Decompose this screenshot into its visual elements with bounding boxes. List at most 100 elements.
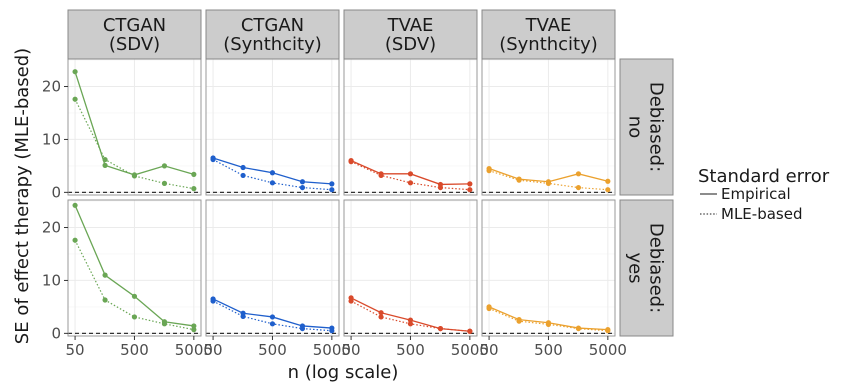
data-point-empirical: [240, 310, 246, 316]
column-strip-label-line: (Synthcity): [223, 34, 322, 55]
data-point-mle-based: [575, 184, 582, 191]
legend-label: Empirical: [721, 185, 791, 203]
data-point-empirical: [516, 316, 522, 323]
data-point-empirical: [161, 163, 168, 169]
data-point-empirical: [269, 170, 276, 176]
column-strip-label: TVAE (SDV): [385, 15, 436, 55]
data-point-mle-based: [102, 156, 108, 163]
data-point-empirical: [545, 320, 552, 326]
column-strip-label: CTGAN (Synthcity): [223, 15, 322, 55]
data-point-empirical: [102, 162, 108, 168]
data-point-empirical: [575, 171, 582, 177]
data-point-empirical: [467, 181, 473, 187]
data-point-empirical: [299, 179, 306, 185]
y-tick-label: 20: [42, 78, 61, 96]
data-point-empirical: [486, 165, 492, 172]
column-strip-label: TVAE (Synthcity): [499, 15, 598, 55]
x-tick-label: 500: [534, 341, 563, 359]
column-strip-label-line: TVAE: [387, 15, 434, 36]
y-tick-label: 0: [51, 183, 61, 201]
data-point-empirical: [240, 164, 246, 171]
data-point-empirical: [605, 327, 611, 333]
y-axis-title: SE of effect therapy (MLE-based): [12, 48, 33, 344]
data-point-empirical: [486, 304, 492, 310]
legend-title: Standard error: [698, 166, 830, 187]
data-point-mle-based: [467, 187, 473, 193]
x-tick-label: 50: [480, 341, 499, 359]
data-point-empirical: [269, 314, 276, 320]
x-tick-label: 50: [342, 341, 361, 359]
data-point-empirical: [407, 317, 414, 323]
column-strip-label-line: CTGAN: [103, 15, 166, 36]
data-point-empirical: [605, 178, 611, 184]
data-point-empirical: [329, 325, 335, 331]
data-point-mle-based: [191, 186, 197, 192]
data-point-empirical: [72, 202, 78, 208]
data-point-empirical: [437, 181, 444, 188]
data-point-empirical: [210, 296, 216, 302]
data-point-mle-based: [72, 237, 78, 243]
data-point-empirical: [378, 310, 384, 316]
data-point-empirical: [131, 172, 138, 178]
x-tick-label: 500: [120, 341, 149, 359]
x-tick-label: 5000: [175, 341, 213, 359]
x-tick-label: 5000: [589, 341, 627, 359]
column-strip: [205, 9, 340, 60]
data-point-mle-based: [407, 180, 414, 186]
y-tick-label: 0: [51, 324, 61, 342]
x-tick-label: 500: [258, 341, 287, 359]
legend-label: MLE-based: [721, 205, 802, 223]
data-point-empirical: [467, 328, 473, 334]
column-strip-label-line: (Synthcity): [499, 34, 598, 55]
column-strip-label: CTGAN (SDV): [103, 15, 166, 55]
data-point-empirical: [437, 325, 444, 332]
data-point-empirical: [299, 323, 306, 329]
panels-layer: [67, 58, 616, 337]
legend: Standard error Empirical MLE-based: [698, 166, 830, 223]
data-point-empirical: [329, 181, 335, 187]
column-strip: [481, 9, 616, 60]
data-point-empirical: [131, 293, 138, 299]
x-axis-title: n (log scale): [288, 362, 399, 383]
column-strip: [343, 9, 478, 60]
series-line-mle-based: [488, 307, 608, 332]
data-point-empirical: [516, 176, 522, 182]
x-tick-label: 5000: [313, 341, 351, 359]
data-point-empirical: [378, 171, 384, 177]
row-strip: [619, 58, 674, 196]
row-strip-label: Debiased:yes: [625, 223, 667, 313]
y-tick-label: 10: [42, 130, 61, 148]
column-strip-label-line: CTGAN: [241, 15, 304, 36]
data-point-empirical: [72, 69, 78, 75]
x-tick-label: 50: [66, 341, 85, 359]
row-strip-label-line: yes: [625, 252, 646, 283]
data-point-empirical: [191, 323, 197, 329]
row-strip-label: Debiased:no: [625, 82, 667, 172]
column-strip-label-line: TVAE: [525, 15, 572, 36]
data-point-mle-based: [329, 187, 335, 193]
data-point-mle-based: [299, 184, 306, 191]
data-point-mle-based: [131, 314, 138, 320]
data-point-empirical: [191, 171, 197, 177]
data-point-empirical: [210, 155, 216, 161]
data-point-mle-based: [72, 96, 78, 102]
data-point-empirical: [407, 171, 414, 177]
row-strip-label-line: Debiased:: [646, 223, 667, 313]
data-point-mle-based: [407, 321, 414, 327]
data-point-mle-based: [605, 187, 611, 193]
data-point-empirical: [348, 295, 354, 301]
y-tick-label: 10: [42, 271, 61, 289]
data-point-mle-based: [191, 327, 197, 333]
row-strip-label-line: no: [625, 116, 646, 138]
data-point-empirical: [545, 179, 552, 185]
data-point-empirical: [102, 272, 108, 278]
row-strip: [619, 199, 674, 337]
strips-layer: CTGAN (SDV)CTGAN (Synthcity)TVAE (SDV)TVAE(…: [67, 9, 674, 337]
data-point-mle-based: [161, 180, 168, 186]
row-strip-label-line: Debiased:: [646, 82, 667, 172]
data-point-mle-based: [102, 297, 108, 303]
data-point-mle-based: [378, 314, 384, 320]
x-tick-label: 500: [396, 341, 425, 359]
